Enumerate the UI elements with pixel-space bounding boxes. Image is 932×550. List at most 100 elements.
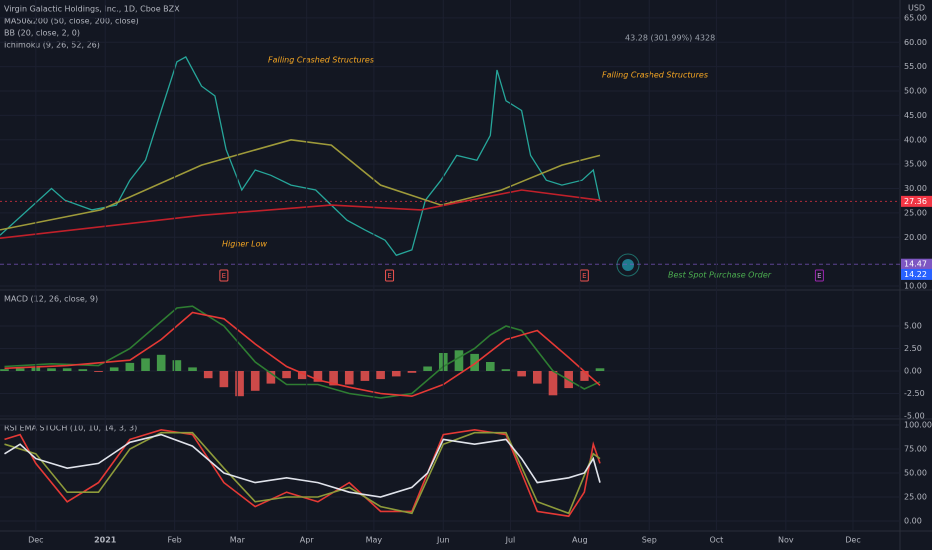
histogram-bar — [266, 371, 276, 384]
histogram-bar — [78, 369, 88, 371]
event-marker: E — [817, 272, 821, 280]
price-label-box — [901, 268, 932, 280]
x-tick-label: Aug — [572, 536, 588, 545]
histogram-bar — [172, 360, 182, 371]
histogram-bar — [235, 371, 244, 397]
price-label: 27.36 — [904, 197, 927, 206]
series-line — [0, 138, 601, 231]
histogram-bar — [548, 371, 558, 396]
x-tick-label: Jul — [505, 536, 516, 545]
histogram-bar — [595, 368, 605, 371]
series-line — [0, 56, 601, 257]
histogram-bar — [533, 371, 542, 384]
annotation: Falling Crashed Structures — [602, 71, 708, 80]
histogram-bar — [376, 371, 385, 380]
histogram-bar — [297, 371, 307, 380]
y-tick-label: -5.00 — [904, 412, 925, 421]
histogram-bar — [125, 362, 135, 371]
histogram-bar — [0, 369, 9, 371]
highlight-circle — [616, 253, 640, 277]
annotation: 43.28 (301.99%) 4328 — [625, 34, 715, 43]
histogram-bar — [109, 367, 119, 371]
chart-title: Virgin Galactic Holdings, Inc., 1D, Cboe… — [4, 5, 180, 14]
histogram-bar — [188, 367, 197, 371]
annotation: Best Spot Purchase Order — [668, 271, 772, 280]
y-tick-label: 50.00 — [904, 469, 927, 478]
y-tick-label: 50.00 — [904, 87, 927, 96]
x-tick-label: Dec — [28, 536, 43, 545]
indicator-label: RSI EMA STOCH (10, 10, 14, 3, 3) — [4, 424, 137, 433]
event-marker: E — [387, 272, 391, 280]
price-label: 14.47 — [904, 260, 927, 269]
y-tick-label: 10.00 — [904, 282, 927, 291]
series-line — [4, 305, 601, 399]
x-tick-label: May — [366, 536, 383, 545]
histogram-bar — [15, 368, 25, 371]
histogram-bar — [313, 371, 323, 382]
histogram-bar — [360, 371, 370, 381]
y-tick-label: 45.00 — [904, 111, 927, 120]
series-line — [4, 311, 601, 398]
x-tick-label: Oct — [709, 536, 723, 545]
x-tick-label: Jun — [436, 536, 450, 545]
series-line — [4, 433, 601, 498]
histogram-bar — [501, 369, 511, 371]
y-tick-label: 2.50 — [904, 344, 922, 353]
histogram-bar — [580, 371, 589, 381]
y-tick-label: 40.00 — [904, 135, 927, 144]
x-tick-label: Feb — [168, 536, 182, 545]
highlight-dot — [622, 259, 634, 271]
event-marker: E — [582, 272, 586, 280]
histogram-bar — [454, 350, 464, 371]
histogram-bar — [407, 371, 417, 373]
histogram-bar — [94, 371, 103, 372]
event-marker-box — [814, 269, 824, 282]
y-tick-label: -2.50 — [904, 389, 925, 398]
histogram-bar — [423, 366, 432, 371]
histogram-bar — [344, 371, 354, 385]
x-tick-label: Sep — [642, 536, 657, 545]
histogram-bar — [156, 354, 166, 371]
histogram-bar — [203, 371, 213, 379]
histogram-bar — [391, 371, 401, 377]
indicator-label: MACD (12, 26, close, 9) — [4, 295, 98, 304]
event-marker-box — [219, 269, 229, 282]
histogram-bar — [329, 371, 338, 386]
x-tick-label: Apr — [300, 536, 315, 545]
y-tick-label: 0.00 — [904, 367, 922, 376]
histogram-bar — [282, 371, 291, 379]
y-tick-label: 30.00 — [904, 184, 927, 193]
y-tick-label: 0.00 — [904, 517, 922, 526]
event-marker: E — [222, 272, 226, 280]
indicator-label: Ichimoku (9, 26, 52, 26) — [4, 41, 100, 50]
annotation: Falling Crashed Structures — [268, 56, 374, 65]
series-line — [4, 431, 601, 515]
y-tick-label: 20.00 — [904, 233, 927, 242]
annotation: Higher Low — [222, 240, 267, 249]
price-label-box — [901, 195, 932, 207]
histogram-bar — [62, 368, 72, 371]
y-tick-label: 25.00 — [904, 493, 927, 502]
y-tick-label: 75.00 — [904, 445, 927, 454]
x-tick-label: Nov — [778, 536, 794, 545]
x-tick-label: Mar — [230, 536, 246, 545]
y-tick-label: 65.00 — [904, 13, 927, 22]
x-tick-label: 2021 — [94, 536, 117, 545]
price-label: 14.22 — [904, 270, 927, 279]
x-tick-label: Dec — [845, 536, 860, 545]
indicator-label: BB (20, close, 2, 0) — [4, 29, 80, 38]
histogram-bar — [470, 353, 479, 371]
y-tick-label: 25.00 — [904, 208, 927, 217]
histogram-bar — [219, 371, 229, 388]
price-label-box — [901, 258, 932, 270]
y-tick-label: 5.00 — [904, 322, 922, 331]
histogram-bar — [47, 368, 56, 371]
histogram-bar — [485, 362, 495, 371]
series-line — [0, 189, 601, 239]
histogram-bar — [250, 371, 260, 391]
y-tick-label: 35.00 — [904, 160, 927, 169]
event-marker-box — [385, 269, 395, 282]
